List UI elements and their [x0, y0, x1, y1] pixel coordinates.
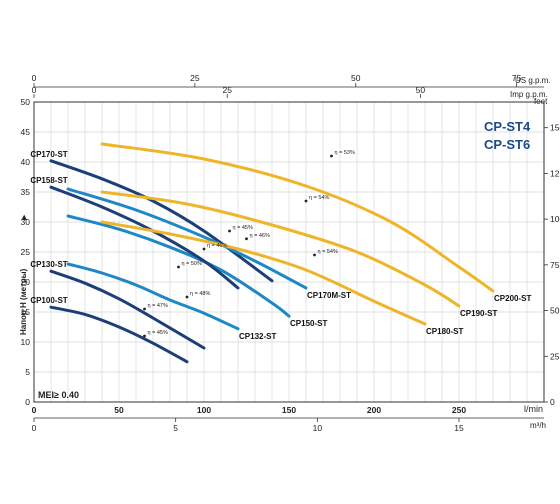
y-tick-label: 20 — [21, 277, 31, 287]
feet-tick-label: 100 — [550, 214, 560, 224]
curve-cp150-st — [66, 214, 291, 318]
m3h-tick-label: 0 — [32, 423, 37, 433]
feet-tick-label: 75 — [550, 260, 560, 270]
imp-gpm-tick-label: 25 — [222, 85, 232, 95]
efficiency-label: η = 46% — [250, 233, 270, 239]
curve-label: CP170M-ST — [307, 291, 351, 300]
y-tick-label: 15 — [21, 307, 31, 317]
mei-label: MEI≥ 0.40 — [38, 390, 79, 400]
plot-border — [33, 101, 545, 403]
efficiency-label: η = 53% — [335, 150, 355, 156]
feet-tick-label: 125 — [550, 168, 560, 178]
y-tick-label: 25 — [21, 247, 31, 257]
curve-label: CP130-ST — [30, 260, 67, 269]
curve-label: CP132-ST — [239, 332, 276, 341]
efficiency-point — [177, 265, 180, 269]
chart-title-line-1: CP-ST4 — [484, 119, 531, 134]
efficiency-point — [228, 229, 231, 233]
curve-labels: CP100-ST CP130-ST CP132-ST CP150-ST CP158-ST… — [30, 150, 531, 341]
y-tick-label: 30 — [21, 217, 31, 227]
efficiency-point — [330, 154, 333, 158]
us-gpm-tick-label: 25 — [190, 73, 200, 83]
y-tick-label: 35 — [21, 187, 31, 197]
feet-tick-label: 150 — [550, 123, 560, 133]
feet-tick-label: 25 — [550, 351, 560, 361]
curve-cp170m-st — [66, 187, 308, 290]
curve-cp100-st — [49, 305, 189, 364]
x-axis-label-m3h: m³/h — [530, 421, 546, 430]
efficiency-label: η = 48% — [190, 291, 210, 297]
chart-title-line-2: CP-ST6 — [484, 137, 530, 152]
y-axis-arrow: ▶ — [21, 214, 28, 220]
feet-tick-label: 0 — [550, 397, 555, 407]
x-tick-label-lmin: 0 — [32, 405, 37, 415]
x-tick-label-lmin: 250 — [452, 405, 466, 415]
x-axis-label-lmin: l/min — [524, 404, 543, 414]
y-axis-label: Напор H (метры) — [19, 268, 28, 335]
left-axis: 0 5 10 15 20 25 30 35 40 45 50 — [21, 97, 31, 407]
m3h-tick-label: 5 — [173, 423, 178, 433]
top-axes: 0 25 50 75 0 25 50 — [32, 73, 544, 98]
x-tick-label-lmin: 100 — [197, 405, 211, 415]
efficiency-point — [313, 253, 316, 257]
efficiency-label: η = 45% — [148, 330, 168, 336]
x-tick-label-lmin: 150 — [282, 405, 296, 415]
y-tick-label: 45 — [21, 127, 31, 137]
m3h-tick-label: 10 — [313, 423, 323, 433]
x-axis-label-imp-gpm: Imp g.p.m. — [510, 90, 548, 99]
us-gpm-tick-label: 0 — [32, 73, 37, 83]
imp-gpm-tick-label: 50 — [416, 85, 426, 95]
efficiency-markers: η = 45% η = 47% η = 48% η = 50% η = 46% η = 4… — [143, 150, 355, 338]
y-tick-label: 40 — [21, 157, 31, 167]
plot-frame — [33, 101, 545, 403]
curve-label: CP170-ST — [30, 150, 67, 159]
curve-cp200-st — [100, 142, 495, 293]
efficiency-label: η = 54% — [318, 249, 338, 255]
curve-cp180-st — [100, 220, 427, 326]
us-gpm-tick-label: 50 — [351, 73, 361, 83]
feet-tick-label: 50 — [550, 306, 560, 316]
efficiency-point — [304, 199, 308, 203]
efficiency-point — [143, 334, 146, 338]
y-tick-label: 0 — [25, 397, 30, 407]
bottom-axes: 0 50 100 150 200 250 0 5 10 15 — [32, 405, 544, 433]
curve-label: CP150-ST — [290, 319, 327, 328]
efficiency-label: η = 47% — [148, 303, 168, 309]
x-axis-label-us-gpm: US g.p.m. — [515, 76, 551, 85]
y-tick-label: 5 — [25, 367, 30, 377]
x-tick-label-lmin: 50 — [114, 405, 124, 415]
curve-cp190-st — [100, 190, 461, 308]
curve-cp132-st — [66, 262, 240, 331]
efficiency-point — [185, 295, 189, 299]
efficiency-label: η = 54% — [309, 195, 329, 201]
efficiency-point — [202, 247, 206, 251]
right-axis: 0 25 50 75 100 125 150 — [544, 123, 560, 407]
efficiency-label: η = 50% — [182, 261, 202, 267]
efficiency-label: η = 45% — [233, 225, 253, 231]
grid — [33, 101, 545, 403]
pump-curves — [49, 142, 495, 364]
right-axis-label: feet — [534, 97, 548, 106]
y-tick-label: 10 — [21, 337, 31, 347]
curve-label: CP190-ST — [460, 309, 497, 318]
curve-label: CP158-ST — [30, 176, 67, 185]
m3h-tick-label: 15 — [454, 423, 464, 433]
curve-label: CP200-ST — [494, 294, 531, 303]
efficiency-point — [143, 307, 146, 311]
curve-label: CP100-ST — [30, 296, 67, 305]
curve-label: CP180-ST — [426, 327, 463, 336]
y-tick-label: 50 — [21, 97, 31, 107]
efficiency-label: η = 46% — [207, 243, 227, 249]
x-tick-label-lmin: 200 — [367, 405, 381, 415]
us-gpm-tick-label: 75 — [512, 73, 522, 83]
imp-gpm-tick-label: 0 — [32, 85, 37, 95]
efficiency-point — [245, 237, 248, 241]
curve-cp130-st — [49, 269, 206, 350]
